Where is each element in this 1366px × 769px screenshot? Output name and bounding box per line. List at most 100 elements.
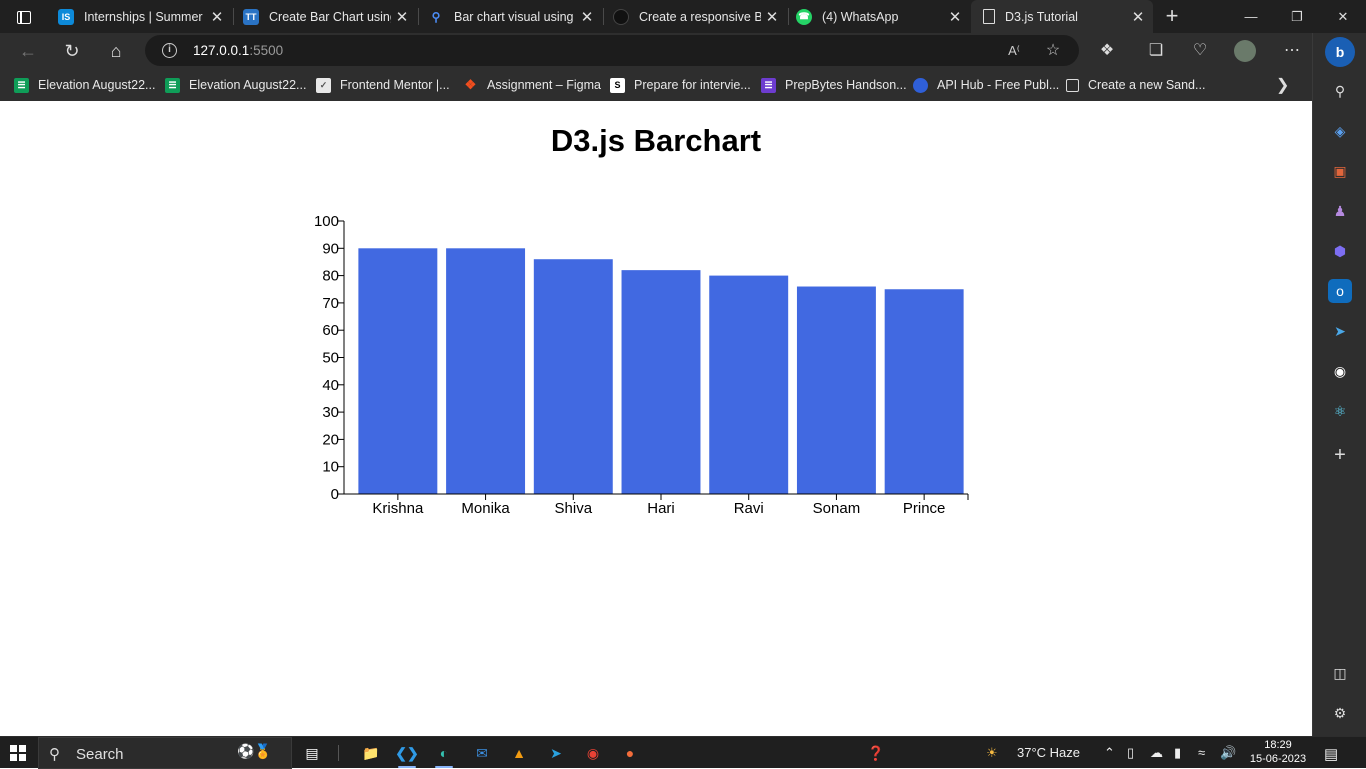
telegram-icon[interactable]: ➤ <box>550 744 562 761</box>
profile-avatar[interactable] <box>1234 40 1256 62</box>
tab-separator <box>603 8 604 25</box>
y-tick-label: 10 <box>322 459 339 476</box>
back-button[interactable]: ← <box>19 40 37 61</box>
extensions-icon[interactable]: ❖ <box>1099 42 1115 59</box>
office-icon[interactable]: ⬢ <box>1333 242 1347 259</box>
tab-title: Internships | Summer I <box>84 9 206 24</box>
settings-gear-icon[interactable]: ⚙ <box>1333 704 1347 721</box>
outlook-icon[interactable]: o <box>1328 279 1352 303</box>
postman-icon[interactable]: ● <box>625 745 635 761</box>
favorite-item[interactable]: Create a new Sand... <box>1066 76 1205 94</box>
x-tick-label: Prince <box>903 500 946 517</box>
mail-icon[interactable]: ✉ <box>476 744 488 761</box>
tab-whatsapp[interactable]: ☎ (4) WhatsApp ✕ <box>786 0 970 33</box>
close-icon[interactable]: ✕ <box>765 8 779 26</box>
vlc-icon[interactable]: ▲ <box>512 745 526 761</box>
favorite-item[interactable]: ☰ Elevation August22... <box>165 76 306 94</box>
close-icon[interactable]: ✕ <box>395 8 409 26</box>
taskbar-divider <box>338 745 339 761</box>
x-tick-label: Ravi <box>734 500 764 517</box>
tab-responsive-bar[interactable]: Create a responsive Ba ✕ <box>603 0 787 33</box>
battery-icon[interactable]: ▮ <box>1174 745 1182 760</box>
chrome-icon[interactable]: ◉ <box>586 744 600 761</box>
vscode-icon[interactable]: ❮❯ <box>392 740 422 768</box>
search-icon: ⚲ <box>431 9 441 24</box>
search-icon[interactable]: ⚲ <box>1334 82 1346 99</box>
sidebar-toggle-icon[interactable]: ◫ <box>1333 664 1347 681</box>
edge-icon[interactable]: ◐ <box>429 740 459 768</box>
internshala-icon: IS <box>58 8 74 25</box>
whatsapp-icon: ☎ <box>796 8 812 25</box>
more-options-icon[interactable]: ⋯ <box>1284 42 1300 59</box>
tab-title: Create a responsive Ba <box>639 9 761 24</box>
close-icon[interactable]: ✕ <box>580 8 594 26</box>
file-explorer-icon[interactable]: 📁 <box>362 744 380 761</box>
search-icon: ⚲ <box>49 746 60 763</box>
tab-title: (4) WhatsApp <box>822 9 899 24</box>
chevron-right-icon[interactable]: ❯ <box>1276 77 1290 94</box>
y-tick-label: 40 <box>322 377 339 394</box>
react-icon[interactable]: ⚛ <box>1333 402 1347 419</box>
close-icon[interactable]: ✕ <box>210 8 224 26</box>
taskbar-search-box[interactable]: ⚲ Search ⚽🏅 <box>38 737 292 769</box>
tools-icon[interactable]: ▣ <box>1333 162 1347 179</box>
navigation-bar: ← ↻ ⌂ i 127.0.0.1:5500 A⁽ ☆ ❖ ❏ ♡ ⋯ <box>0 33 1312 69</box>
site-info-icon[interactable]: i <box>162 43 177 58</box>
add-icon[interactable]: + <box>1334 443 1346 466</box>
send-icon[interactable]: ➤ <box>1334 322 1346 339</box>
favorite-item[interactable]: ❖ Assignment – Figma <box>464 77 601 92</box>
favorites-bar: ☰ Elevation August22... ☰ Elevation August… <box>0 69 1312 101</box>
workspaces-button[interactable] <box>10 6 38 28</box>
task-view-icon[interactable]: ▤ <box>305 744 319 761</box>
tab-create-bar-chart[interactable]: TT Create Bar Chart using ✕ <box>233 0 417 33</box>
tab-internships[interactable]: IS Internships | Summer I ✕ <box>48 0 232 33</box>
cloud-icon[interactable]: ☁ <box>1150 745 1163 760</box>
y-tick-label: 60 <box>322 322 339 339</box>
y-tick-label: 80 <box>322 268 339 285</box>
wifi-icon[interactable]: ≈ <box>1198 745 1206 760</box>
weather-text[interactable]: 37°C Haze <box>1017 745 1081 760</box>
github-icon[interactable]: ◉ <box>1333 362 1347 379</box>
favorite-item[interactable]: S Prepare for intervie... <box>610 76 751 94</box>
y-tick-label: 90 <box>322 240 339 257</box>
windows-taskbar: ⚲ Search ⚽🏅 ▤ 📁 ❮❯ ◐ ✉ ▲ ➤ ◉ ● ❓ ☀ 37°C … <box>0 736 1366 769</box>
bar-hari <box>621 270 701 494</box>
restore-button[interactable]: ❐ <box>1291 8 1303 24</box>
favorite-item[interactable]: API Hub - Free Publ... <box>913 76 1059 94</box>
bing-chat-icon[interactable]: b <box>1325 37 1355 67</box>
favorite-item[interactable]: ✓ Frontend Mentor |... <box>316 76 450 94</box>
favorite-item[interactable]: ☰ PrepBytes Handson... <box>761 76 907 94</box>
performance-icon[interactable]: ♡ <box>1192 42 1208 59</box>
notifications-icon[interactable]: ▤ <box>1324 746 1339 763</box>
tab-bar-chart-visual[interactable]: ⚲ Bar chart visual using I ✕ <box>418 0 602 33</box>
usb-icon[interactable]: ▯ <box>1127 745 1135 760</box>
minimize-button[interactable]: — <box>1244 9 1258 24</box>
chevron-up-icon[interactable]: ⌃ <box>1104 745 1115 760</box>
tab-actions-icon <box>17 10 31 24</box>
tab-title: Bar chart visual using I <box>454 9 576 24</box>
refresh-button[interactable]: ↻ <box>64 40 80 61</box>
address-bar[interactable]: i 127.0.0.1:5500 A⁽ ☆ <box>145 35 1079 66</box>
volume-icon[interactable]: 🔊 <box>1220 745 1237 760</box>
clock-time: 18:29 <box>1264 739 1292 751</box>
favorite-star-icon[interactable]: ☆ <box>1045 42 1061 59</box>
collections-icon[interactable]: ❏ <box>1148 42 1164 59</box>
x-tick-label: Krishna <box>372 500 424 517</box>
new-tab-button[interactable]: + <box>1165 3 1179 28</box>
close-icon[interactable]: ✕ <box>1131 8 1145 26</box>
home-button[interactable]: ⌂ <box>110 40 122 61</box>
help-icon[interactable]: ❓ <box>867 744 885 761</box>
windows-start-icon[interactable] <box>10 745 26 761</box>
page-content: D3.js Barchart 0 10 20 30 40 50 60 70 80 90 100 Kri… <box>0 101 1312 736</box>
close-window-button[interactable]: ✕ <box>1337 8 1349 24</box>
page-title: D3.js Barchart <box>550 123 762 158</box>
edge-sidebar: b ⚲ ◈ ▣ ♟ ⬢ o ➤ ◉ ⚛ + ◫ ⚙ <box>1312 33 1366 736</box>
tab-d3-tutorial[interactable]: D3.js Tutorial ✕ <box>971 0 1153 33</box>
clock[interactable]: 18:29 15-06-2023 <box>1246 738 1310 766</box>
read-aloud-icon[interactable]: A⁽ <box>1008 43 1020 58</box>
shopping-tag-icon[interactable]: ◈ <box>1334 122 1346 139</box>
close-icon[interactable]: ✕ <box>948 8 962 26</box>
weather-icon[interactable]: ☀ <box>986 745 998 760</box>
games-icon[interactable]: ♟ <box>1333 202 1347 219</box>
favorite-item[interactable]: ☰ Elevation August22... <box>14 76 155 94</box>
